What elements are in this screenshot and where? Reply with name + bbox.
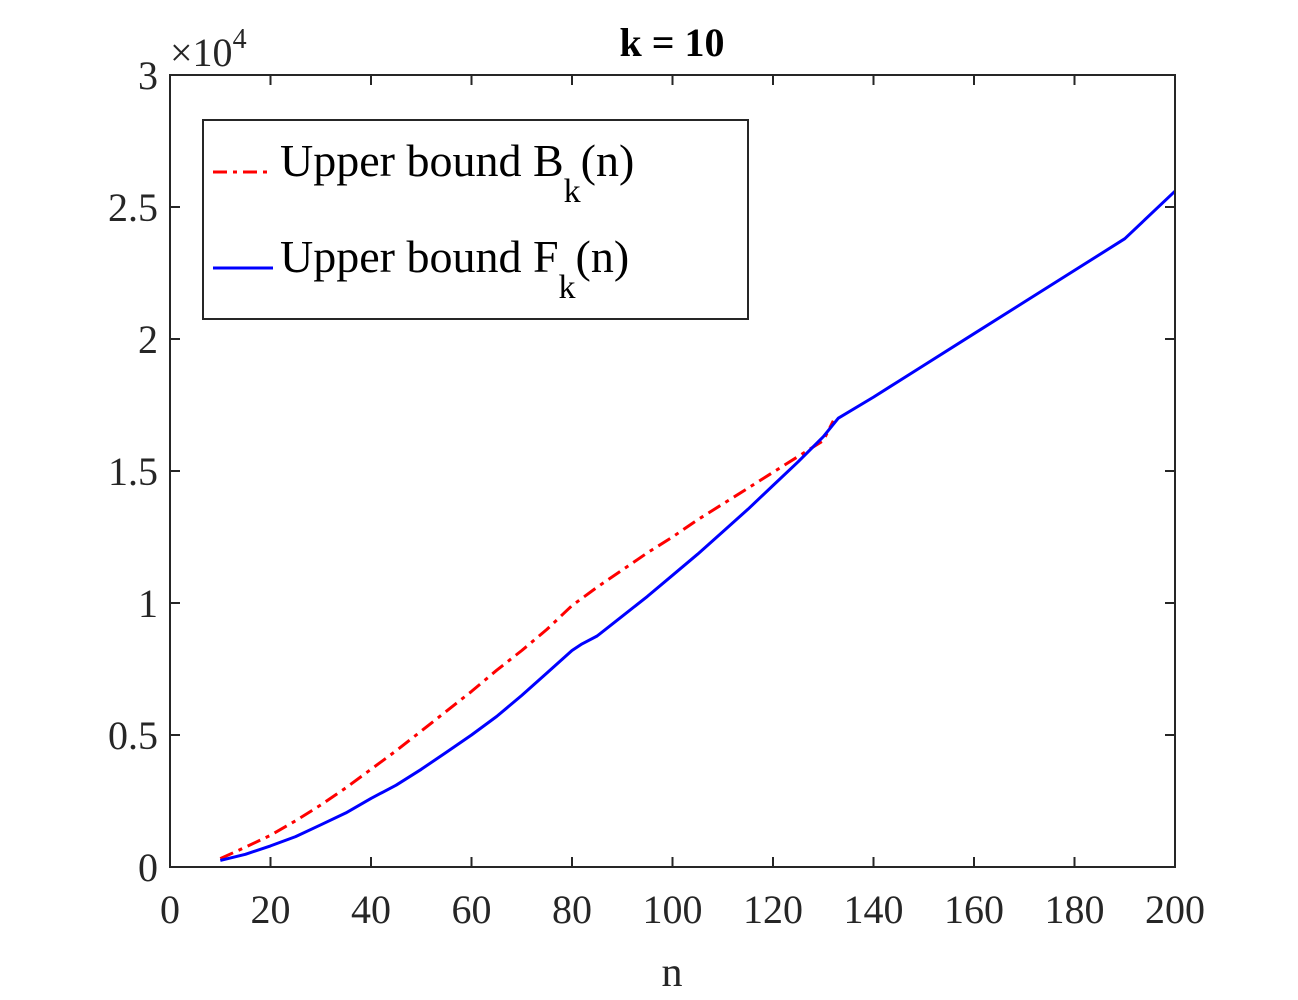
y-tick-label: 1	[138, 581, 158, 626]
legend-label-upper-bound-b: Upper bound Bk(n)	[280, 135, 634, 210]
x-tick-label: 0	[160, 887, 180, 932]
x-tick-label: 180	[1045, 887, 1105, 932]
legend: Upper bound Bk(n) Upper bound Fk(n)	[202, 119, 749, 320]
x-axis: 0 20 40 60 80 100 120 140 160 180 200	[160, 75, 1205, 932]
y-tick-label: 2.5	[108, 185, 158, 230]
legend-label-upper-bound-b-sub: k	[564, 173, 581, 210]
y-tick-label: 2	[138, 317, 158, 362]
y-axis: 0 0.5 1 1.5 2 2.5 3	[108, 53, 1175, 890]
y-tick-label: 0.5	[108, 713, 158, 758]
y-multiplier-exponent: 4	[233, 24, 247, 55]
x-tick-label: 20	[251, 887, 291, 932]
y-tick-label: 0	[138, 845, 158, 890]
series-layer	[219, 190, 1177, 862]
legend-label-upper-bound-b-suffix: (n)	[581, 135, 635, 186]
y-tick-label: 1.5	[108, 449, 158, 494]
legend-label-upper-bound-f-suffix: (n)	[576, 231, 630, 282]
chart-title: k = 10	[619, 20, 724, 65]
x-tick-label: 40	[351, 887, 391, 932]
legend-label-upper-bound-f-name: Upper bound F	[280, 231, 559, 282]
x-tick-label: 80	[552, 887, 592, 932]
x-tick-label: 200	[1145, 887, 1205, 932]
legend-label-upper-bound-b-name: Upper bound B	[280, 135, 564, 186]
x-tick-label: 60	[452, 887, 492, 932]
y-tick-label: 3	[138, 53, 158, 98]
x-tick-label: 160	[944, 887, 1004, 932]
series-line-upper-bound-b	[219, 420, 835, 860]
y-multiplier-base: ×10	[170, 30, 233, 75]
legend-label-upper-bound-f-sub: k	[559, 269, 576, 306]
y-multiplier-label: ×104	[170, 24, 247, 75]
x-tick-label: 140	[844, 887, 904, 932]
x-tick-label: 100	[643, 887, 703, 932]
legend-label-upper-bound-f: Upper bound Fk(n)	[280, 231, 629, 306]
x-axis-label: n	[662, 950, 683, 996]
x-tick-label: 120	[743, 887, 803, 932]
legend-box	[202, 119, 749, 320]
series-line-upper-bound-f	[219, 190, 1177, 862]
